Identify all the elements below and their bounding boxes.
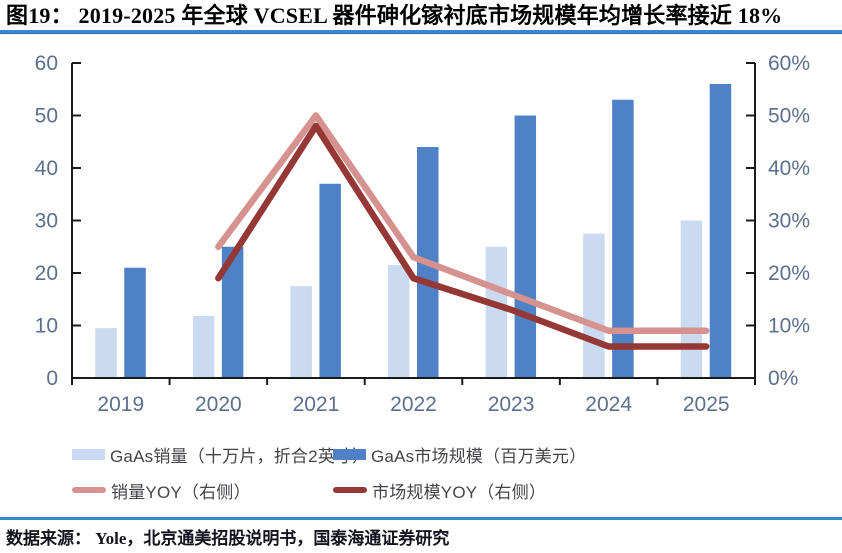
bar-gaas-market-size-2024 bbox=[612, 99, 634, 378]
bar-gaas-market-size-2019 bbox=[124, 267, 146, 378]
bar-gaas-market-size-2023 bbox=[514, 115, 537, 378]
legend-label: GaAs市场规模（百万美元） bbox=[371, 446, 587, 466]
right-axis-tick-label: 50% bbox=[768, 105, 810, 128]
legend-label: 市场规模YOY（右侧） bbox=[372, 482, 547, 502]
legend-swatch-pink-line bbox=[72, 487, 106, 493]
figure-title: 图19： 2019-2025 年全球 VCSEL 器件砷化镓衬底市场规模年均增长… bbox=[6, 3, 783, 28]
footer-divider-rule bbox=[0, 517, 842, 520]
left-axis-tick-label: 50 bbox=[35, 105, 58, 128]
bar-gaas-sales-volume-2020 bbox=[192, 316, 215, 378]
bar-gaas-sales-volume-2021 bbox=[290, 286, 312, 378]
legend-swatch-light-blue bbox=[72, 448, 105, 460]
left-axis-tick-label: 0 bbox=[46, 367, 58, 390]
x-axis-category-label: 2022 bbox=[390, 393, 437, 416]
x-axis-category-label: 2023 bbox=[488, 393, 535, 416]
bar-gaas-market-size-2020 bbox=[221, 246, 244, 378]
left-axis-tick-label: 60 bbox=[35, 52, 58, 75]
legend-label: 销量YOY（右侧） bbox=[111, 482, 251, 502]
legend-item-gaas-sales-volume: GaAs销量（十万片，折合2英寸） bbox=[72, 443, 370, 466]
x-axis-category-label: 2019 bbox=[97, 393, 144, 416]
legend-swatch-dark-blue bbox=[333, 448, 366, 460]
bar-gaas-sales-volume-2019 bbox=[95, 328, 117, 378]
right-axis-tick-label: 20% bbox=[768, 262, 810, 285]
x-axis-category-label: 2024 bbox=[585, 393, 632, 416]
bar-gaas-market-size-2021 bbox=[319, 183, 341, 378]
legend-swatch-dark-red-line bbox=[333, 487, 367, 493]
bar-gaas-sales-volume-2024 bbox=[583, 233, 605, 378]
right-axis-tick-label: 40% bbox=[768, 157, 810, 180]
legend-item-sales-yoy: 销量YOY（右侧） bbox=[72, 479, 251, 502]
bar-gaas-sales-volume-2023 bbox=[485, 246, 508, 378]
x-axis-category-label: 2020 bbox=[195, 393, 242, 416]
legend-label: GaAs销量（十万片，折合2英寸） bbox=[110, 446, 370, 466]
title-divider-rule bbox=[0, 30, 842, 34]
right-axis-tick-label: 60% bbox=[768, 52, 810, 75]
left-axis-tick-label: 10 bbox=[35, 315, 58, 338]
x-axis-category-label: 2021 bbox=[293, 393, 340, 416]
right-axis-tick-label: 30% bbox=[768, 210, 810, 233]
left-axis-tick-label: 20 bbox=[35, 262, 58, 285]
right-axis-tick-label: 10% bbox=[768, 315, 810, 338]
legend-item-gaas-market-size: GaAs市场规模（百万美元） bbox=[333, 443, 587, 466]
data-source-text: 数据来源： Yole，北京通美招股说明书，国泰海通证券研究 bbox=[6, 529, 450, 548]
yoy-line-sales-yoy bbox=[215, 112, 710, 334]
x-axis-category-label: 2025 bbox=[683, 393, 730, 416]
bar-gaas-market-size-2025 bbox=[709, 84, 732, 378]
bar-gaas-sales-volume-2025 bbox=[680, 220, 703, 378]
bar-gaas-sales-volume-2022 bbox=[388, 265, 410, 378]
left-axis-tick-label: 30 bbox=[35, 210, 58, 233]
right-axis-tick-label: 0% bbox=[768, 367, 798, 390]
left-axis-tick-label: 40 bbox=[35, 157, 58, 180]
legend-item-market-size-yoy: 市场规模YOY（右侧） bbox=[333, 479, 547, 502]
yoy-line-market-size-yoy bbox=[215, 122, 710, 350]
